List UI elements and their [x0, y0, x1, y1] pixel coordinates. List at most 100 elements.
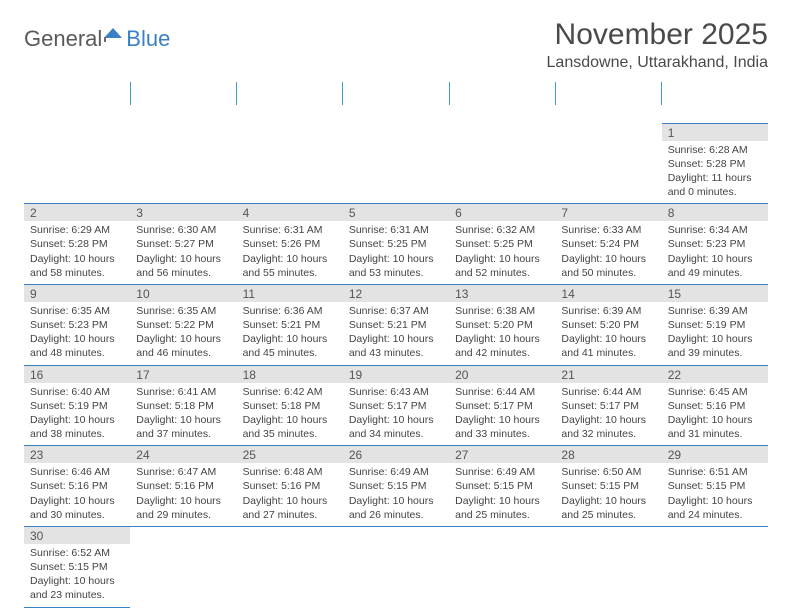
day-data-cell [555, 544, 661, 607]
dayhead-sat: Saturday [662, 82, 768, 105]
day-data-cell: Sunrise: 6:31 AMSunset: 5:25 PMDaylight:… [343, 221, 449, 284]
header-gap-row [24, 105, 768, 123]
day-number-cell [130, 526, 236, 544]
day-number-cell: 10 [130, 284, 236, 302]
day-number-cell: 29 [662, 446, 768, 464]
day-data-cell [130, 544, 236, 607]
day-number-cell [130, 123, 236, 141]
day-number-cell: 30 [24, 526, 130, 544]
day-number-cell: 11 [237, 284, 343, 302]
day-number-cell [449, 123, 555, 141]
day-number-cell: 26 [343, 446, 449, 464]
logo: General Blue [24, 24, 170, 53]
title-block: November 2025 Lansdowne, Uttarakhand, In… [547, 18, 768, 72]
day-data-cell: Sunrise: 6:29 AMSunset: 5:28 PMDaylight:… [24, 221, 130, 284]
week-data-row: Sunrise: 6:29 AMSunset: 5:28 PMDaylight:… [24, 221, 768, 284]
day-data-cell: Sunrise: 6:45 AMSunset: 5:16 PMDaylight:… [662, 383, 768, 446]
day-number-cell: 13 [449, 284, 555, 302]
day-number-cell: 21 [555, 365, 661, 383]
week-number-row: 16171819202122 [24, 365, 768, 383]
week-data-row: Sunrise: 6:52 AMSunset: 5:15 PMDaylight:… [24, 544, 768, 607]
day-number-cell: 8 [662, 204, 768, 222]
day-data-cell: Sunrise: 6:39 AMSunset: 5:20 PMDaylight:… [555, 302, 661, 365]
day-data-cell: Sunrise: 6:33 AMSunset: 5:24 PMDaylight:… [555, 221, 661, 284]
day-data-cell: Sunrise: 6:44 AMSunset: 5:17 PMDaylight:… [555, 383, 661, 446]
day-number-cell: 7 [555, 204, 661, 222]
day-number-cell [449, 526, 555, 544]
day-number-cell [343, 123, 449, 141]
day-data-cell: Sunrise: 6:40 AMSunset: 5:19 PMDaylight:… [24, 383, 130, 446]
day-number-cell: 25 [237, 446, 343, 464]
week-number-row: 2345678 [24, 204, 768, 222]
day-data-cell: Sunrise: 6:44 AMSunset: 5:17 PMDaylight:… [449, 383, 555, 446]
day-data-cell: Sunrise: 6:36 AMSunset: 5:21 PMDaylight:… [237, 302, 343, 365]
dayhead-fri: Friday [555, 82, 661, 105]
day-data-cell: Sunrise: 6:31 AMSunset: 5:26 PMDaylight:… [237, 221, 343, 284]
dayhead-tue: Tuesday [237, 82, 343, 105]
day-number-cell: 15 [662, 284, 768, 302]
week-data-row: Sunrise: 6:35 AMSunset: 5:23 PMDaylight:… [24, 302, 768, 365]
day-data-cell [343, 544, 449, 607]
day-number-cell: 3 [130, 204, 236, 222]
day-number-cell [237, 123, 343, 141]
day-data-cell: Sunrise: 6:39 AMSunset: 5:19 PMDaylight:… [662, 302, 768, 365]
day-data-cell: Sunrise: 6:50 AMSunset: 5:15 PMDaylight:… [555, 463, 661, 526]
day-data-cell [449, 544, 555, 607]
day-data-cell: Sunrise: 6:51 AMSunset: 5:15 PMDaylight:… [662, 463, 768, 526]
dayhead-wed: Wednesday [343, 82, 449, 105]
day-number-cell: 28 [555, 446, 661, 464]
day-data-cell: Sunrise: 6:49 AMSunset: 5:15 PMDaylight:… [343, 463, 449, 526]
dayhead-sun: Sunday [24, 82, 130, 105]
day-number-cell: 12 [343, 284, 449, 302]
day-data-cell [24, 141, 130, 204]
day-number-cell: 17 [130, 365, 236, 383]
day-header-row: Sunday Monday Tuesday Wednesday Thursday… [24, 82, 768, 105]
day-number-cell: 23 [24, 446, 130, 464]
day-number-cell: 4 [237, 204, 343, 222]
header: General Blue November 2025 Lansdowne, Ut… [24, 18, 768, 72]
page-title: November 2025 [547, 18, 768, 52]
day-data-cell [449, 141, 555, 204]
dayhead-mon: Monday [130, 82, 236, 105]
week-number-row: 9101112131415 [24, 284, 768, 302]
week-number-row: 30 [24, 526, 768, 544]
day-data-cell [343, 141, 449, 204]
week-data-row: Sunrise: 6:46 AMSunset: 5:16 PMDaylight:… [24, 463, 768, 526]
dayhead-thu: Thursday [449, 82, 555, 105]
day-number-cell: 22 [662, 365, 768, 383]
week-data-row: Sunrise: 6:40 AMSunset: 5:19 PMDaylight:… [24, 383, 768, 446]
day-data-cell: Sunrise: 6:28 AMSunset: 5:28 PMDaylight:… [662, 141, 768, 204]
week-number-row: 1 [24, 123, 768, 141]
day-number-cell: 2 [24, 204, 130, 222]
day-data-cell: Sunrise: 6:38 AMSunset: 5:20 PMDaylight:… [449, 302, 555, 365]
day-data-cell [662, 544, 768, 607]
day-data-cell: Sunrise: 6:47 AMSunset: 5:16 PMDaylight:… [130, 463, 236, 526]
logo-text-blue: Blue [126, 26, 170, 52]
day-number-cell: 6 [449, 204, 555, 222]
day-number-cell: 16 [24, 365, 130, 383]
day-data-cell [237, 544, 343, 607]
day-number-cell [24, 123, 130, 141]
day-number-cell [237, 526, 343, 544]
day-data-cell: Sunrise: 6:46 AMSunset: 5:16 PMDaylight:… [24, 463, 130, 526]
day-number-cell [343, 526, 449, 544]
day-number-cell: 24 [130, 446, 236, 464]
day-number-cell: 20 [449, 365, 555, 383]
day-data-cell: Sunrise: 6:42 AMSunset: 5:18 PMDaylight:… [237, 383, 343, 446]
day-data-cell: Sunrise: 6:43 AMSunset: 5:17 PMDaylight:… [343, 383, 449, 446]
day-number-cell [555, 123, 661, 141]
day-data-cell [555, 141, 661, 204]
week-data-row: Sunrise: 6:28 AMSunset: 5:28 PMDaylight:… [24, 141, 768, 204]
day-number-cell: 1 [662, 123, 768, 141]
location-text: Lansdowne, Uttarakhand, India [547, 54, 768, 72]
day-data-cell: Sunrise: 6:30 AMSunset: 5:27 PMDaylight:… [130, 221, 236, 284]
day-number-cell: 5 [343, 204, 449, 222]
day-number-cell: 9 [24, 284, 130, 302]
day-number-cell: 27 [449, 446, 555, 464]
day-data-cell: Sunrise: 6:32 AMSunset: 5:25 PMDaylight:… [449, 221, 555, 284]
day-data-cell: Sunrise: 6:37 AMSunset: 5:21 PMDaylight:… [343, 302, 449, 365]
day-data-cell: Sunrise: 6:35 AMSunset: 5:23 PMDaylight:… [24, 302, 130, 365]
day-number-cell: 14 [555, 284, 661, 302]
day-data-cell [237, 141, 343, 204]
day-number-cell [555, 526, 661, 544]
